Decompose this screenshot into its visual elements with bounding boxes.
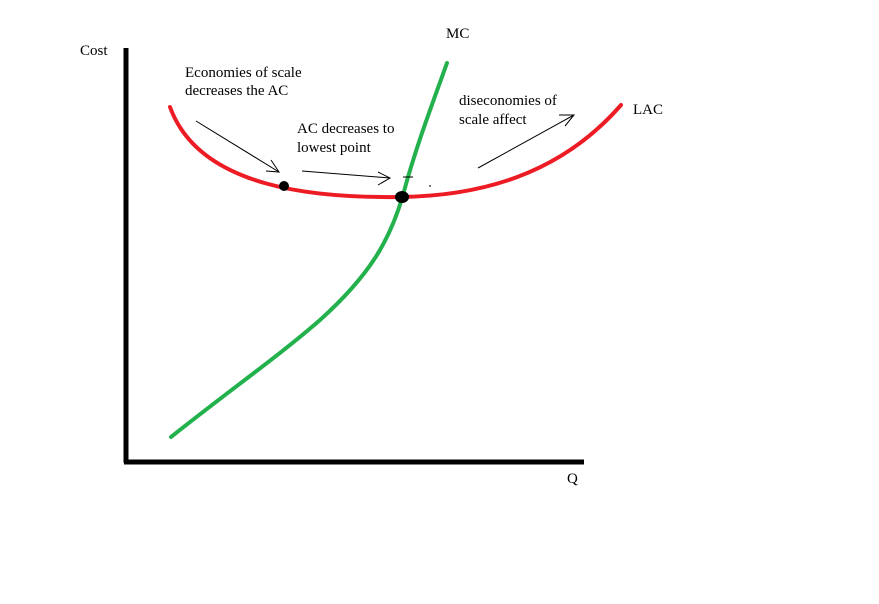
- y-axis-label: Cost: [80, 43, 108, 59]
- mc-label: MC: [446, 26, 469, 42]
- mc-curve: [169, 61, 449, 439]
- economies-arrow: [195, 120, 280, 173]
- lac-label: LAC: [633, 102, 663, 118]
- lowest-annotation-line2: lowest point: [297, 140, 372, 156]
- lac-minimum-point: [395, 191, 409, 203]
- lac-curve: [168, 103, 623, 200]
- economies-annotation-line2: decreases the AC: [185, 83, 288, 99]
- diseconomies-annotation-line1: diseconomies of: [459, 93, 557, 109]
- diseconomies-arrow: [477, 114, 576, 169]
- lowest-annotation-line1: AC decreases to: [297, 121, 394, 137]
- diseconomies-annotation-line2: scale affect: [459, 112, 527, 128]
- lac-point-economies: [279, 181, 289, 191]
- x-axis-label: Q: [567, 471, 578, 487]
- economies-annotation-line1: Economies of scale: [185, 65, 302, 81]
- lowest-point-arrow: [301, 170, 431, 187]
